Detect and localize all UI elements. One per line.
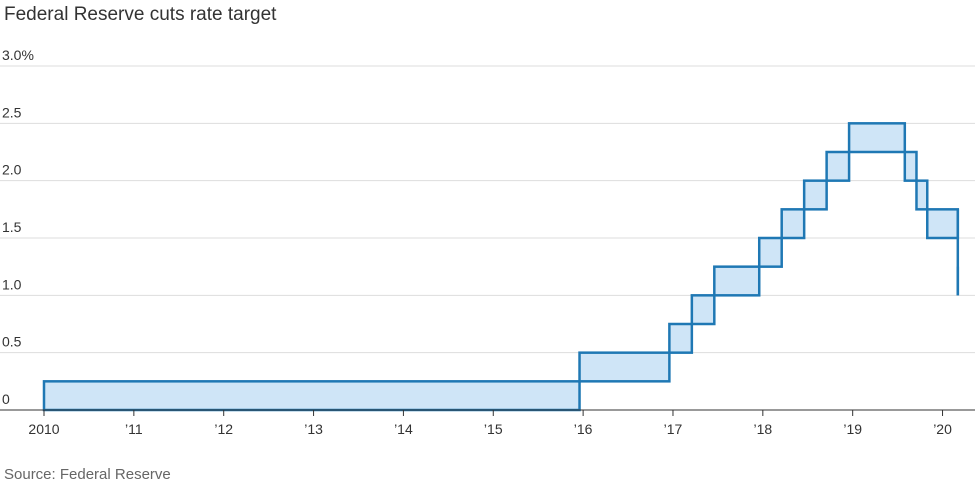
y-tick-label-2: 1.0 [2,276,22,292]
y-tick-label-6: 3.0% [2,47,34,63]
x-tick-label-5: ’15 [484,421,503,437]
x-tick-label-6: ’16 [574,421,593,437]
range-step-7 [802,179,828,211]
x-tick-label-0: 2010 [28,421,59,437]
range-step-10 [903,150,918,182]
range-fills [42,122,960,412]
x-tick-label-8: ’18 [753,421,772,437]
gridlines [0,65,975,354]
y-tick-label-0: 0 [2,391,10,407]
range-step-9 [847,122,907,154]
range-step-11 [915,179,929,211]
x-tick-label-9: ’19 [843,421,862,437]
range-step-4 [713,265,761,297]
range-step-5 [757,236,783,268]
y-tick-label-4: 2.0 [2,162,22,178]
range-step-6 [780,208,806,240]
x-tick-labels: 2010 ’11 ’12 ’13 ’14 ’15 ’16 ’17 ’18 ’19 ’20 [28,421,952,437]
source-note: Source: Federal Reserve [4,466,171,483]
y-tick-label-3: 1.5 [2,219,22,235]
range-step-2 [668,322,694,354]
range-step-12 [926,208,960,240]
range-step-3 [690,294,716,326]
y-tick-labels: 0 0.5 1.0 1.5 2.0 2.5 3.0% [2,47,34,407]
x-tick-label-2: ’12 [214,421,233,437]
x-tick-label-3: ’13 [304,421,323,437]
range-step-1 [578,351,671,383]
x-tick-label-4: ’14 [394,421,413,437]
x-axis [0,409,975,416]
range-step-8 [825,150,851,182]
x-tick-label-7: ’17 [664,421,683,437]
y-tick-label-5: 2.5 [2,104,22,120]
chart-title: Federal Reserve cuts rate target [4,4,277,25]
x-tick-label-1: ’11 [125,421,143,437]
x-tick-label-10: ’20 [933,421,952,437]
range-step-0 [42,380,581,412]
y-tick-label-1: 0.5 [2,334,22,350]
